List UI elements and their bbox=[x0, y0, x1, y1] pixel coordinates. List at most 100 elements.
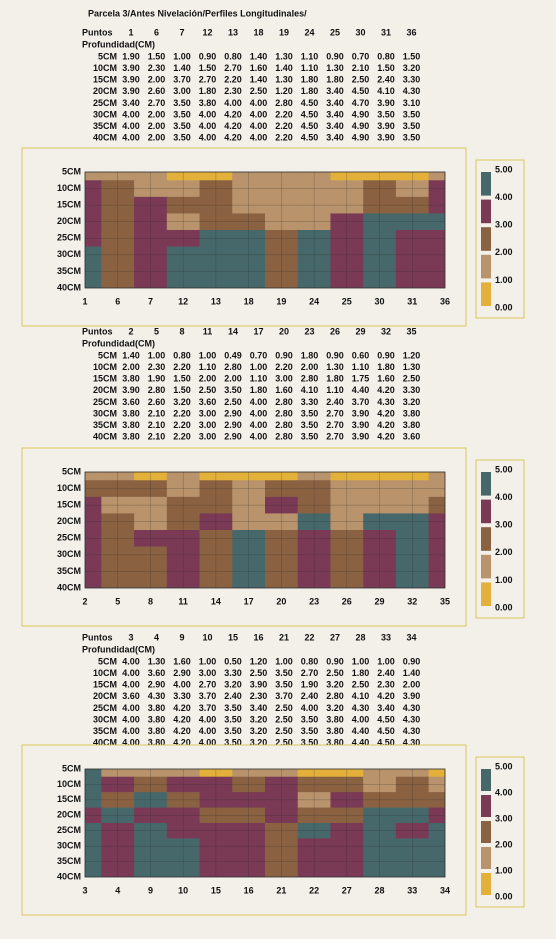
heat-cell bbox=[265, 776, 299, 793]
table-cell: 3.60 bbox=[122, 691, 140, 701]
table-cell: 2.30 bbox=[250, 691, 268, 701]
heat-cell bbox=[297, 213, 331, 231]
heat-cell bbox=[363, 579, 397, 588]
table-cell: 3.80 bbox=[326, 726, 344, 736]
table-cell: 4.20 bbox=[377, 385, 395, 395]
table-cell: 0.90 bbox=[377, 350, 395, 360]
heat-cell bbox=[85, 263, 102, 281]
table-cell: 0.70 bbox=[250, 350, 268, 360]
legend-swatch bbox=[481, 873, 491, 895]
legend-label: 0.00 bbox=[495, 302, 513, 312]
puntos-header: 23 bbox=[304, 326, 314, 336]
heat-cell bbox=[85, 246, 102, 264]
heat-cell bbox=[428, 230, 445, 248]
row-depth: 15CM bbox=[93, 680, 117, 690]
heat-cell bbox=[265, 279, 299, 288]
legend-label: 3.00 bbox=[495, 220, 513, 230]
heat-cell bbox=[85, 172, 102, 181]
table-cell: 1.40 bbox=[250, 51, 268, 61]
heat-cell bbox=[134, 530, 168, 548]
heat-cell bbox=[428, 869, 445, 877]
heat-cell bbox=[395, 546, 430, 564]
heat-cell bbox=[85, 776, 102, 793]
table-cell: 3.90 bbox=[377, 133, 395, 143]
table-cell: 3.40 bbox=[326, 98, 344, 108]
puntos-header: 24 bbox=[304, 27, 314, 37]
table-cell: 2.10 bbox=[352, 63, 370, 73]
table-cell: 1.50 bbox=[403, 51, 421, 61]
heat-cell bbox=[101, 546, 135, 564]
heat-cell bbox=[199, 513, 233, 531]
heat-cell bbox=[134, 213, 168, 231]
heat-cell bbox=[297, 246, 331, 264]
table-cell: 2.40 bbox=[377, 668, 395, 678]
legend-label: 3.00 bbox=[495, 813, 513, 823]
heat-cell bbox=[166, 853, 201, 870]
table-cell: 3.50 bbox=[173, 121, 191, 131]
table-cell: 1.60 bbox=[173, 656, 191, 666]
heat-cell bbox=[363, 530, 397, 548]
heat-cell bbox=[330, 172, 364, 181]
table-cell: 2.90 bbox=[224, 408, 242, 418]
table-cell: 3.50 bbox=[224, 738, 242, 748]
table-cell: 0.70 bbox=[352, 51, 370, 61]
table-cell: 4.00 bbox=[122, 714, 140, 724]
heat-cell bbox=[395, 807, 430, 824]
heat-cell bbox=[85, 823, 102, 839]
legend-swatch bbox=[481, 795, 491, 817]
heat-cell bbox=[101, 263, 135, 281]
table-cell: 4.00 bbox=[122, 738, 140, 748]
table-cell: 1.50 bbox=[377, 63, 395, 73]
table-cell: 3.40 bbox=[326, 86, 344, 96]
heat-cell bbox=[134, 496, 168, 514]
heat-cell bbox=[363, 246, 397, 264]
puntos-header: 22 bbox=[304, 632, 314, 642]
heat-cell bbox=[232, 563, 266, 581]
x-axis-label: 19 bbox=[276, 296, 286, 306]
table-cell: 3.00 bbox=[173, 86, 191, 96]
page-title: Parcela 3/Antes Nivelación/Perfiles Long… bbox=[88, 8, 307, 18]
row-depth: 10CM bbox=[93, 362, 117, 372]
table-cell: 3.40 bbox=[122, 98, 140, 108]
table-cell: 0.80 bbox=[224, 51, 242, 61]
heat-cell bbox=[101, 823, 135, 839]
heat-cell bbox=[428, 513, 445, 531]
heat-cell bbox=[265, 180, 299, 198]
y-axis-label: 10CM bbox=[57, 483, 81, 493]
table-cell: 0.90 bbox=[326, 51, 344, 61]
heat-cell bbox=[395, 480, 430, 498]
heat-cell bbox=[330, 230, 364, 248]
table-cell: 3.80 bbox=[403, 408, 421, 418]
table-cell: 2.80 bbox=[275, 432, 293, 442]
x-axis-label: 11 bbox=[178, 596, 188, 606]
table-cell: 4.00 bbox=[250, 432, 268, 442]
row-depth: 10CM bbox=[93, 63, 117, 73]
table-cell: 3.20 bbox=[326, 703, 344, 713]
table-cell: 2.30 bbox=[148, 362, 166, 372]
heat-cell bbox=[85, 807, 102, 824]
heat-cell bbox=[166, 546, 201, 564]
table-cell: 2.80 bbox=[148, 385, 166, 395]
heat-cell bbox=[85, 480, 102, 498]
table-cell: 1.30 bbox=[148, 656, 166, 666]
table-cell: 2.70 bbox=[224, 63, 242, 73]
table-cell: 2.20 bbox=[275, 362, 293, 372]
table-cell: 3.80 bbox=[122, 374, 140, 384]
heat-cell bbox=[134, 792, 168, 809]
table-cell: 2.30 bbox=[148, 63, 166, 73]
table-cell: 4.00 bbox=[250, 121, 268, 131]
table-cell: 3.30 bbox=[224, 668, 242, 678]
x-axis-label: 10 bbox=[178, 885, 188, 895]
row-depth: 20CM bbox=[93, 385, 117, 395]
table-cell: 2.90 bbox=[148, 680, 166, 690]
heat-cell bbox=[395, 776, 430, 793]
heat-cell bbox=[297, 263, 331, 281]
table-cell: 4.40 bbox=[352, 738, 370, 748]
heat-cell bbox=[85, 230, 102, 248]
table-cell: 1.75 bbox=[352, 374, 370, 384]
table-cell: 1.00 bbox=[377, 656, 395, 666]
table-cell: 2.50 bbox=[199, 385, 217, 395]
heat-cell bbox=[166, 530, 201, 548]
puntos-header: 7 bbox=[179, 27, 184, 37]
heat-cell bbox=[134, 823, 168, 839]
